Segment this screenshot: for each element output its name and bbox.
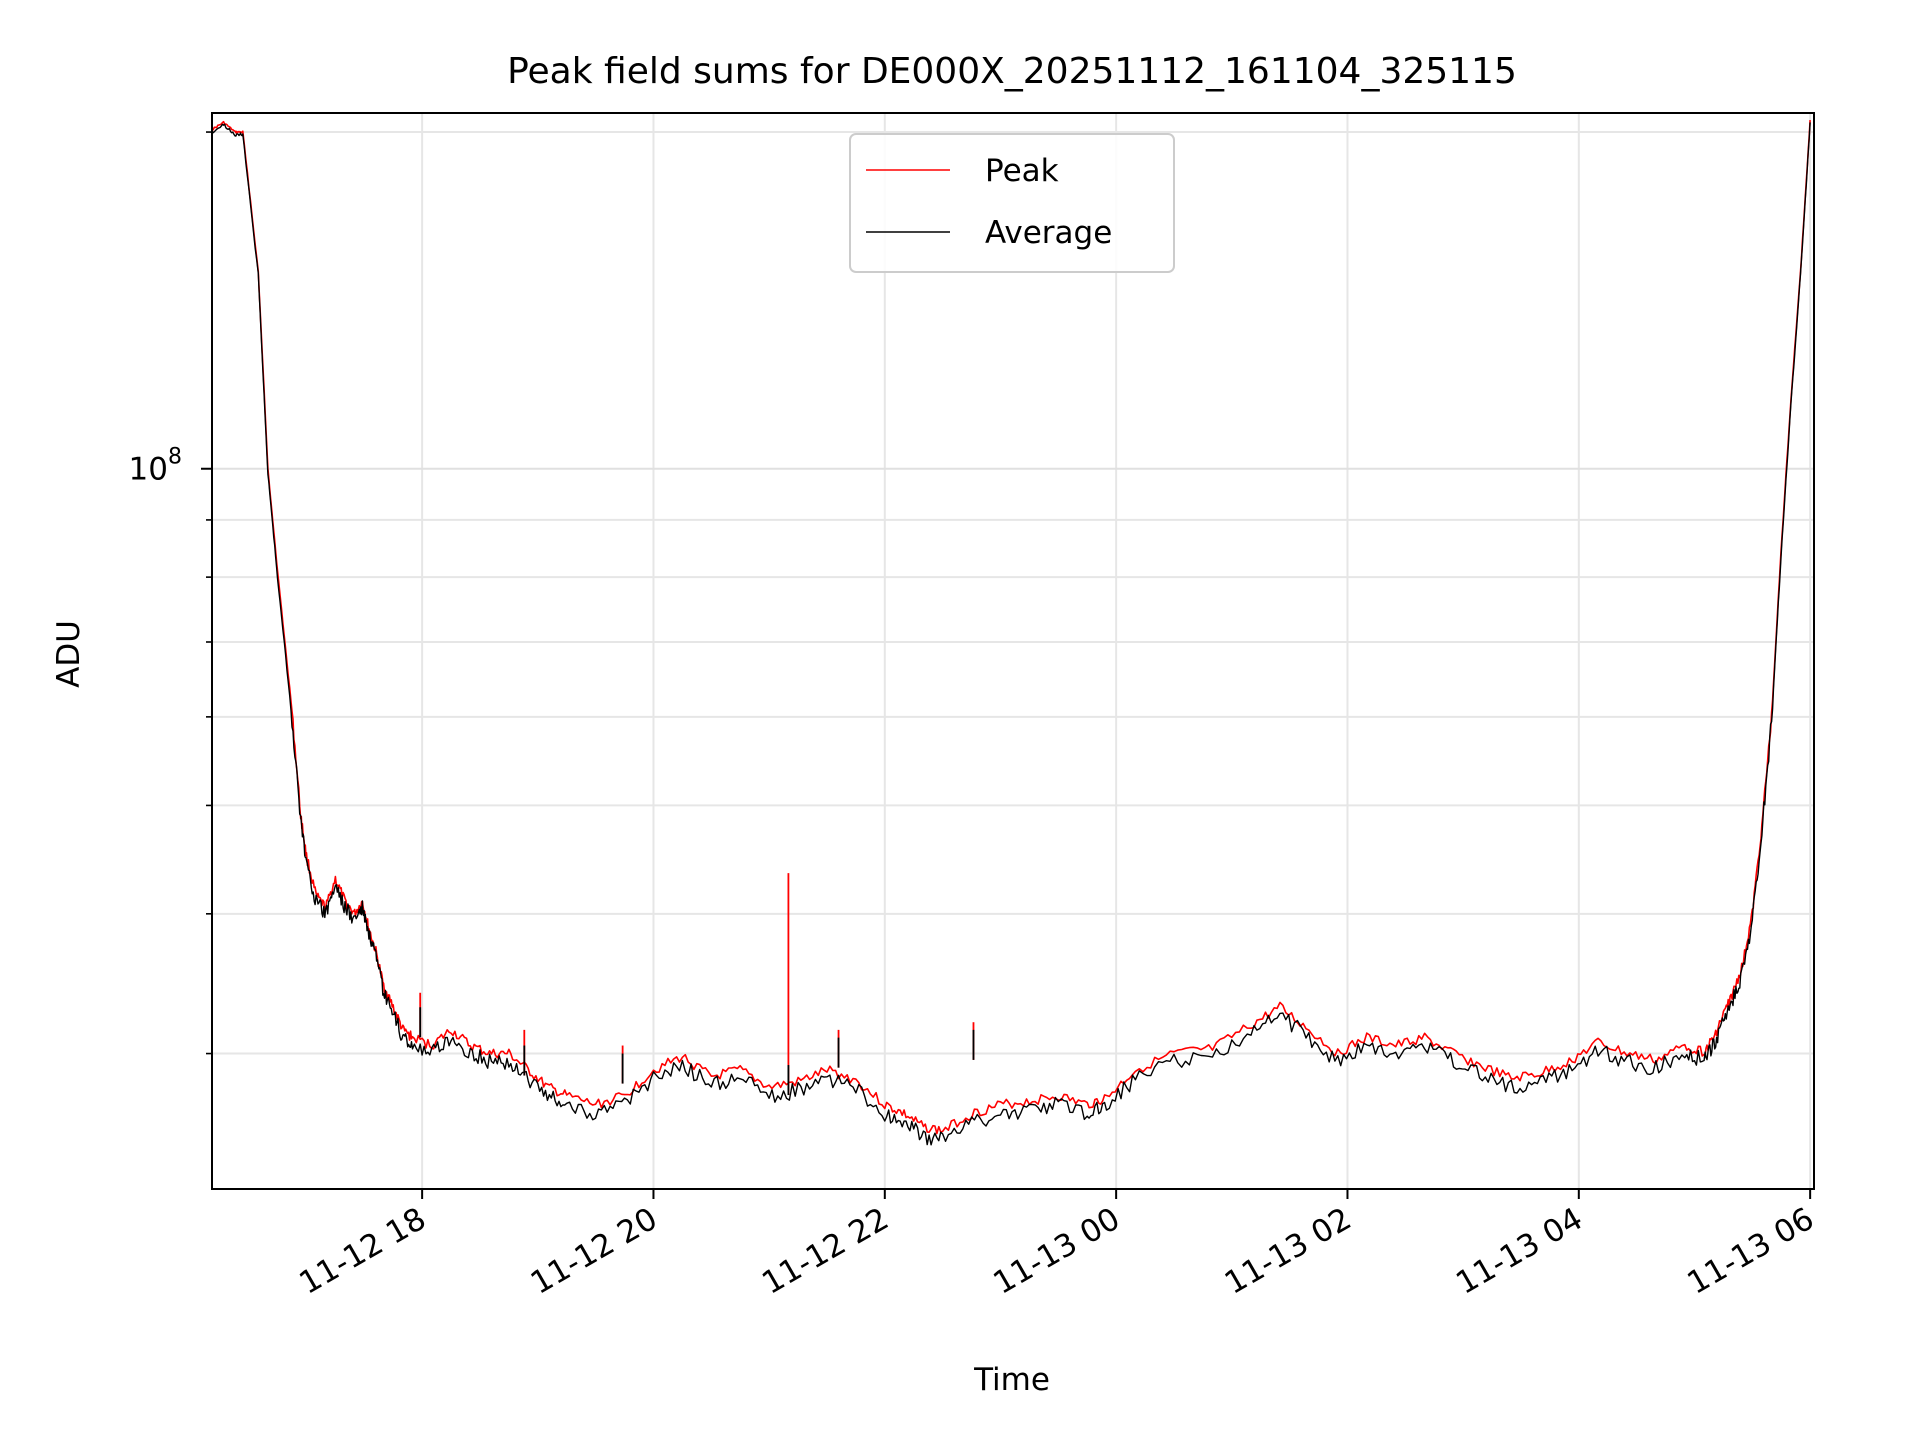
plot-frame (211, 112, 1815, 1190)
legend-box (849, 133, 1175, 273)
y-tick-exponent: 8 (168, 445, 182, 470)
legend-label-peak: Peak (985, 153, 1059, 189)
y-axis: 108 (129, 131, 212, 1055)
chart-title: Peak field sums for DE000X_20251112_1611… (507, 51, 1517, 92)
y-tick-label: 108 (129, 445, 182, 488)
series-line-average (212, 122, 1811, 1146)
legend-label-average: Average (985, 215, 1112, 251)
y-axis-label: ADU (51, 620, 87, 688)
legend: Peak Average (849, 133, 1175, 273)
x-axis-label: Time (973, 1362, 1050, 1398)
series-layer (212, 120, 1811, 1146)
